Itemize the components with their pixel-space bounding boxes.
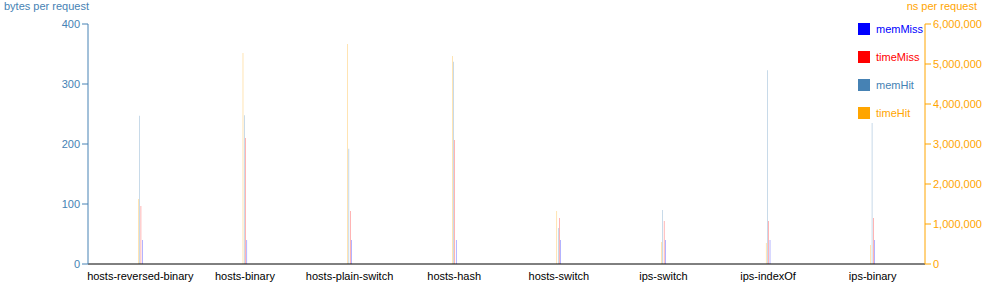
html-text:timeMiss: timeMiss <box>876 51 920 63</box>
svg-text:hosts-binary: hosts-binary <box>215 270 275 282</box>
svg-text:3,000,000: 3,000,000 <box>933 138 977 150</box>
svg-text:0: 0 <box>74 258 80 270</box>
svg-text:hosts-hash: hosts-hash <box>427 270 481 282</box>
svg-text:400: 400 <box>62 18 80 30</box>
svg-text:0: 0 <box>933 258 939 270</box>
svg-text:100: 100 <box>62 198 80 210</box>
svg-text:1,000,000: 1,000,000 <box>933 218 977 230</box>
html-text:memMiss: memMiss <box>876 23 924 35</box>
svg-text:300: 300 <box>62 78 80 90</box>
html-text:timeHit: timeHit <box>876 107 911 119</box>
svg-text:2,000,000: 2,000,000 <box>933 178 977 190</box>
svg-text:hosts-plain-switch: hosts-plain-switch <box>306 270 393 282</box>
html-text:memHit: memHit <box>876 79 914 91</box>
svg-text:200: 200 <box>62 138 80 150</box>
html-text:bytes per request: bytes per request <box>4 0 89 12</box>
svg-text:ips-indexOf: ips-indexOf <box>740 270 797 282</box>
svg-text:6,000,000: 6,000,000 <box>933 18 977 30</box>
html-text:ns per request: ns per request <box>906 0 977 12</box>
svg-text:5,000,000: 5,000,000 <box>933 58 977 70</box>
svg-text:4,000,000: 4,000,000 <box>933 98 977 110</box>
svg-text:ips-binary: ips-binary <box>849 270 897 282</box>
svg-text:hosts-reversed-binary: hosts-reversed-binary <box>87 270 194 282</box>
svg-text:ips-switch: ips-switch <box>639 270 687 282</box>
svg-text:hosts-switch: hosts-switch <box>529 270 590 282</box>
